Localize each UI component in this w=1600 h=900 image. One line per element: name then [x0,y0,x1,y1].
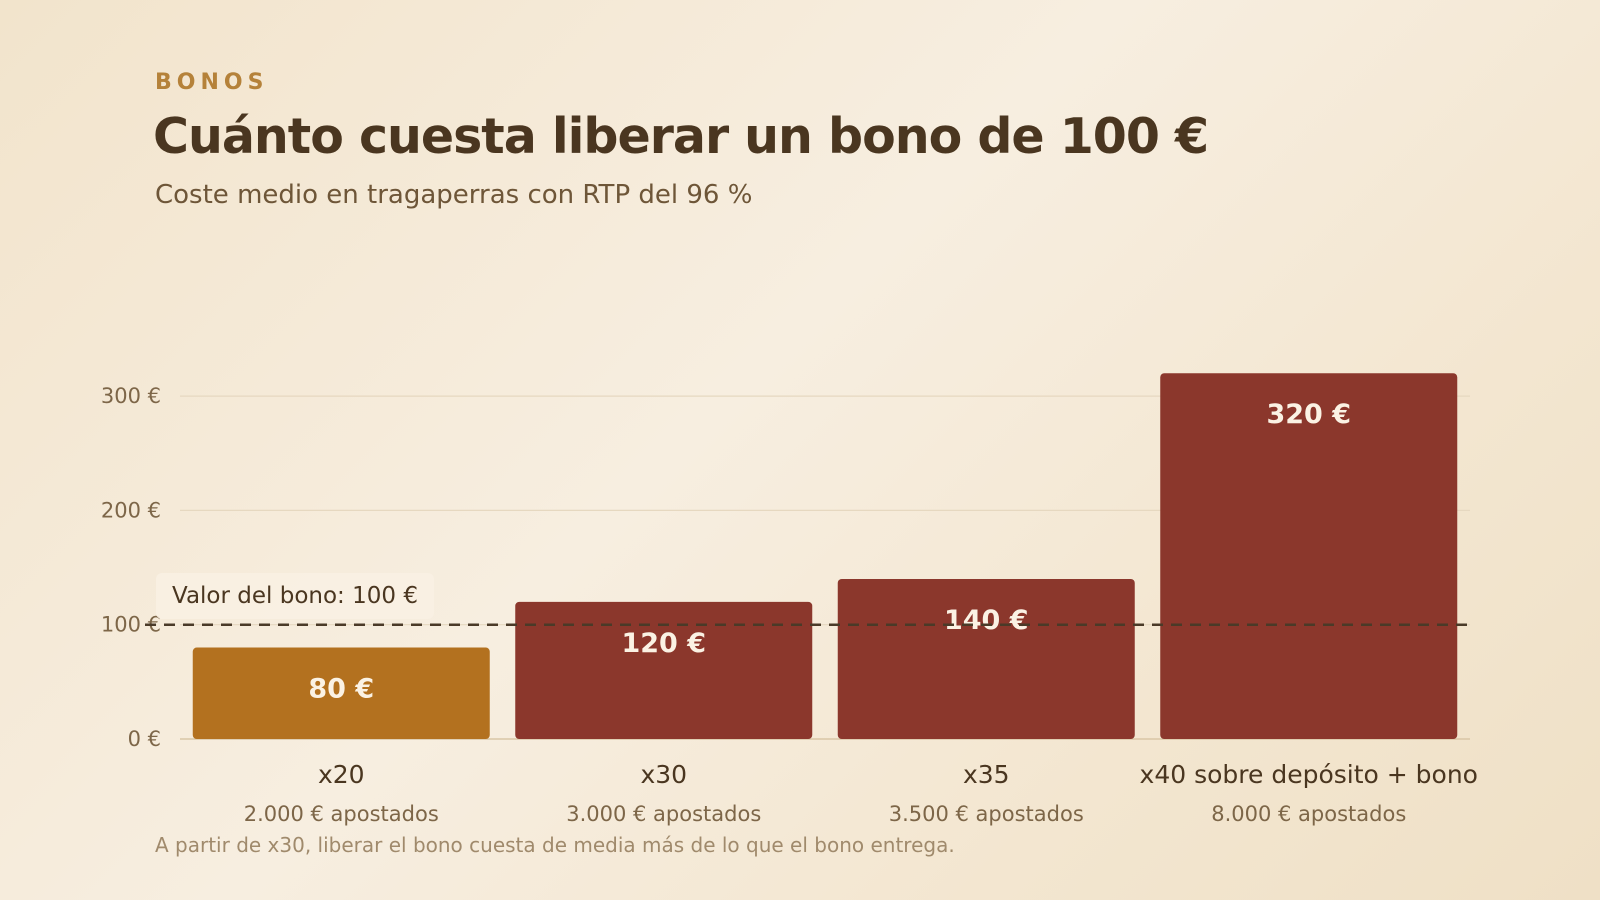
chart-title: Cuánto cuesta liberar un bono de 100 € [153,108,1209,165]
y-tick-label: 300 € [101,384,161,408]
x-category-sublabel: 8.000 € apostados [1211,802,1406,826]
bar [1160,373,1458,739]
reference-line-label: Valor del bono: 100 € [172,583,418,609]
footnote: A partir de x30, liberar el bono cuesta … [155,833,955,857]
y-tick-label: 200 € [101,498,161,522]
x-category-sublabel: 2.000 € apostados [244,802,439,826]
bar-value-label: 140 € [944,605,1029,636]
chart-subtitle: Coste medio en tragaperras con RTP del 9… [155,180,753,210]
x-category-sublabel: 3.500 € apostados [889,802,1084,826]
x-category-label: x40 sobre depósito + bono [1140,760,1478,789]
bar-value-label: 120 € [621,628,706,659]
bar-value-label: 80 € [308,674,374,705]
x-category-label: x30 [640,760,687,789]
bar [515,601,813,739]
reference-label-box [156,573,434,619]
x-category-sublabel: 3.000 € apostados [566,802,761,826]
eyebrow-label: BONOS [155,70,269,95]
bar [837,578,1135,739]
bar-value-label: 320 € [1266,399,1351,430]
x-category-label: x20 [318,760,365,789]
x-category-label: x35 [963,760,1010,789]
y-tick-label: 0 € [128,727,161,751]
bar [192,647,490,739]
